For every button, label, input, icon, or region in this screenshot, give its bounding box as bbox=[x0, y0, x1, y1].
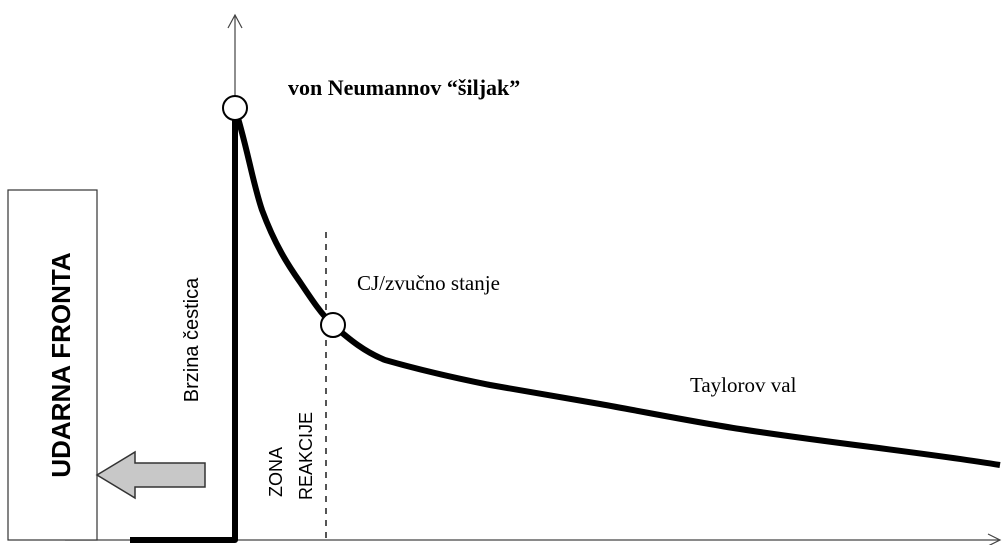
shock-front-box bbox=[7, 189, 98, 541]
spike-point bbox=[222, 95, 248, 121]
taylor-label: Taylorov val bbox=[690, 373, 797, 397]
cj-label: CJ/zvučno stanje bbox=[357, 271, 500, 295]
x-axis-arrow bbox=[987, 533, 1002, 545]
zone-label-1: ZONA bbox=[266, 447, 286, 497]
zone-label-2: REAKCIJE bbox=[296, 412, 316, 500]
shock-front-label: UDARNA FRONTA bbox=[46, 252, 76, 478]
direction-arrow bbox=[95, 450, 206, 500]
y-axis-label: Brzina čestica bbox=[181, 277, 203, 402]
y-axis-arrow bbox=[227, 13, 243, 29]
spike-label: von Neumannov “šiljak” bbox=[288, 75, 520, 100]
pressure-profile bbox=[130, 105, 1001, 543]
cj-point bbox=[320, 312, 346, 338]
